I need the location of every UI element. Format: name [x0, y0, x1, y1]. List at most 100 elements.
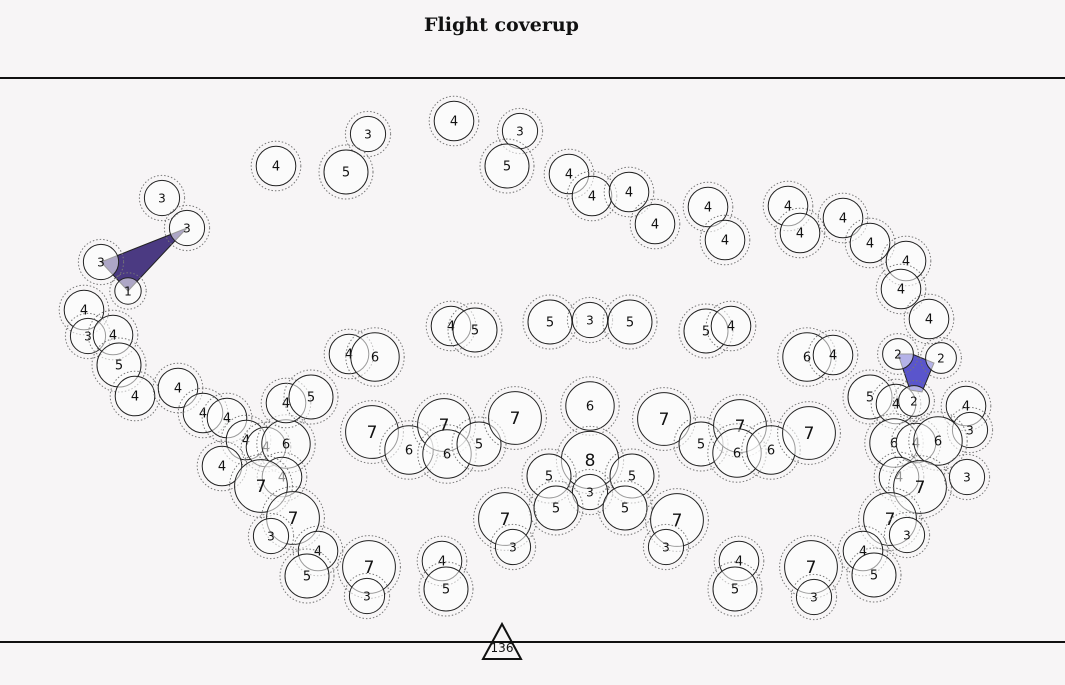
number-circle[interactable]: 7 [632, 387, 696, 451]
circle-number: 6 [934, 435, 942, 450]
number-circle[interactable]: 5 [707, 561, 763, 617]
circle-disc [948, 458, 986, 496]
circle-disc [851, 552, 897, 598]
circle-halo [489, 523, 537, 571]
circle-halo [229, 454, 293, 518]
number-circle[interactable]: 2 [893, 380, 935, 422]
number-circle[interactable]: 7 [483, 386, 547, 450]
number-circle[interactable]: 2 [877, 333, 919, 375]
circle-halo [345, 327, 405, 387]
number-circle[interactable]: 5 [318, 144, 374, 200]
number-circle[interactable]: 3 [943, 453, 991, 501]
number-circle[interactable]: 4 [903, 293, 955, 345]
circle-disc [882, 338, 914, 370]
circle-number: 3 [586, 314, 594, 328]
number-circle[interactable]: 5 [528, 480, 584, 536]
circle-number: 4 [892, 398, 900, 413]
circle-halo [603, 166, 655, 218]
number-circle[interactable]: 3 [344, 110, 392, 158]
number-circle[interactable]: 2 [920, 337, 962, 379]
number-circle[interactable]: 5 [451, 416, 507, 472]
number-circle[interactable]: 5 [522, 294, 578, 350]
number-circle[interactable]: 1 [109, 272, 147, 310]
circle-number: 4 [242, 434, 250, 449]
circle-disc [494, 528, 532, 566]
circle-disc [779, 212, 821, 254]
circle-number: 4 [450, 115, 458, 130]
circle-number: 5 [475, 438, 483, 453]
number-circle[interactable]: 4 [603, 166, 655, 218]
game-title: Flight coverup [424, 14, 579, 36]
number-circle[interactable]: 5 [597, 480, 653, 536]
circle-disc [255, 145, 297, 187]
circle-disc [888, 516, 926, 554]
circle-number: 7 [256, 477, 267, 497]
circle-disc [349, 115, 387, 153]
circle-number: 3 [509, 541, 517, 555]
circle-number: 6 [443, 448, 451, 463]
number-circle[interactable]: 6 [560, 376, 620, 436]
number-circle[interactable]: 3 [77, 238, 125, 286]
circle-number: 4 [447, 320, 455, 335]
circle-halo [261, 486, 325, 550]
number-circle[interactable]: 4 [774, 207, 826, 259]
circle-number: 6 [586, 400, 594, 415]
number-circle[interactable]: 5 [283, 369, 339, 425]
circle-disc [143, 179, 181, 217]
circle-disc [647, 528, 685, 566]
number-circle[interactable]: 4 [817, 192, 869, 244]
circle-halo [483, 386, 547, 450]
number-circle[interactable]: 4 [250, 140, 302, 192]
circle-number: 3 [364, 128, 372, 142]
number-circle[interactable]: 4 [807, 329, 859, 381]
number-circle[interactable]: 5 [418, 561, 474, 617]
number-circle[interactable]: 5 [846, 547, 902, 603]
circle-disc [168, 209, 206, 247]
number-circle[interactable]: 3 [790, 573, 838, 621]
circle-disc [527, 299, 573, 345]
circle-number: 3 [662, 541, 670, 555]
circle-halo [163, 204, 211, 252]
circle-disc [710, 305, 752, 347]
number-circle[interactable]: 4 [705, 300, 757, 352]
number-circle[interactable]: 3 [138, 174, 186, 222]
number-circle[interactable]: 5 [447, 302, 503, 358]
number-circle[interactable]: 5 [279, 548, 335, 604]
number-circle[interactable]: 5 [479, 138, 535, 194]
number-circle[interactable]: 6 [908, 411, 968, 471]
number-circle[interactable]: 6 [345, 327, 405, 387]
number-circle[interactable]: 4 [196, 440, 248, 492]
circle-halo [777, 401, 841, 465]
circle-halo [632, 387, 696, 451]
number-circle[interactable]: 7 [779, 535, 843, 599]
number-circle[interactable]: 3 [566, 296, 614, 344]
number-circle[interactable]: 4 [566, 170, 618, 222]
circle-disc [350, 332, 400, 382]
circle-number: 4 [902, 255, 910, 270]
number-circle[interactable]: 4 [699, 214, 751, 266]
circle-number: 7 [288, 509, 299, 529]
circle-number: 7 [510, 409, 521, 429]
circle-disc [608, 171, 650, 213]
number-circle[interactable]: 5 [602, 294, 658, 350]
number-circle[interactable]: 4 [875, 263, 927, 315]
number-circle[interactable]: 7 [777, 401, 841, 465]
number-circle[interactable]: 3 [163, 204, 211, 252]
circle-number: 3 [183, 222, 191, 236]
number-circle[interactable]: 4 [682, 181, 734, 233]
number-circle[interactable]: 3 [883, 511, 931, 559]
circle-number: 7 [500, 510, 511, 530]
number-circle[interactable]: 4 [428, 95, 480, 147]
number-circle[interactable]: 3 [489, 523, 537, 571]
number-circle[interactable]: 3 [642, 523, 690, 571]
circle-disc [704, 219, 746, 261]
circle-halo [479, 138, 535, 194]
number-circle[interactable]: 4 [629, 198, 681, 250]
circle-halo [705, 300, 757, 352]
number-circle[interactable]: 3 [247, 512, 295, 560]
number-circle[interactable]: 4 [844, 217, 896, 269]
circle-halo [428, 95, 480, 147]
number-circle[interactable]: 3 [343, 572, 391, 620]
circle-disc [782, 406, 836, 460]
